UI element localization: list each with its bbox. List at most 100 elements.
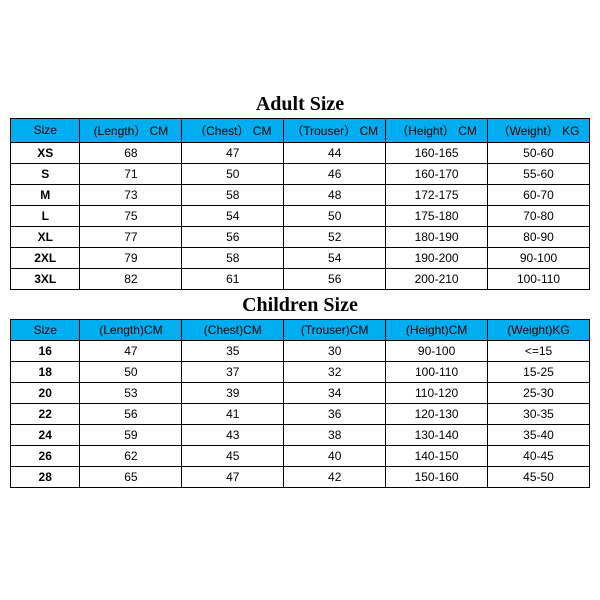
value-cell: 34	[284, 382, 386, 403]
col-header: Size	[11, 118, 80, 142]
value-cell: 160-170	[386, 163, 488, 184]
value-cell: 47	[182, 466, 284, 487]
value-cell: 15-25	[488, 361, 590, 382]
col-header: （Chest） CM	[182, 118, 284, 142]
value-cell: 100-110	[386, 361, 488, 382]
value-cell: 79	[80, 247, 182, 268]
value-cell: 100-110	[488, 268, 590, 289]
value-cell: 54	[284, 247, 386, 268]
value-cell: 200-210	[386, 268, 488, 289]
value-cell: 43	[182, 424, 284, 445]
col-header: (Length） CM	[80, 118, 182, 142]
col-header: (Weight)KG	[488, 319, 590, 340]
value-cell: 54	[182, 205, 284, 226]
size-cell: S	[11, 163, 80, 184]
value-cell: 56	[182, 226, 284, 247]
value-cell: 80-90	[488, 226, 590, 247]
value-cell: 35	[182, 340, 284, 361]
value-cell: <=15	[488, 340, 590, 361]
value-cell: 40-45	[488, 445, 590, 466]
value-cell: 32	[284, 361, 386, 382]
col-header: (Trouser)CM	[284, 319, 386, 340]
value-cell: 25-30	[488, 382, 590, 403]
table-row: 28654742150-16045-50	[11, 466, 590, 487]
value-cell: 35-40	[488, 424, 590, 445]
value-cell: 50	[284, 205, 386, 226]
size-cell: 3XL	[11, 268, 80, 289]
size-cell: 16	[11, 340, 80, 361]
value-cell: 30	[284, 340, 386, 361]
value-cell: 30-35	[488, 403, 590, 424]
table-row: 20533934110-12025-30	[11, 382, 590, 403]
size-cell: XL	[11, 226, 80, 247]
value-cell: 61	[182, 268, 284, 289]
value-cell: 46	[284, 163, 386, 184]
table-row: 1647353090-100<=15	[11, 340, 590, 361]
size-cell: M	[11, 184, 80, 205]
value-cell: 70-80	[488, 205, 590, 226]
value-cell: 180-190	[386, 226, 488, 247]
size-cell: 2XL	[11, 247, 80, 268]
table-row: XS684744160-16550-60	[11, 142, 590, 163]
value-cell: 50	[182, 163, 284, 184]
value-cell: 38	[284, 424, 386, 445]
table-header-row: Size (Length)CM (Chest)CM (Trouser)CM (H…	[11, 319, 590, 340]
value-cell: 37	[182, 361, 284, 382]
col-header: Size	[11, 319, 80, 340]
table-row: 24594338130-14035-40	[11, 424, 590, 445]
value-cell: 50-60	[488, 142, 590, 163]
value-cell: 90-100	[488, 247, 590, 268]
adult-tbody: XS684744160-16550-60S715046160-17055-60M…	[11, 142, 590, 289]
table-row: L755450175-18070-80	[11, 205, 590, 226]
size-cell: 24	[11, 424, 80, 445]
size-chart: Adult Size Size (Length） CM （Chest） CM （…	[0, 83, 600, 518]
value-cell: 45	[182, 445, 284, 466]
size-cell: 20	[11, 382, 80, 403]
size-cell: 26	[11, 445, 80, 466]
table-header-row: Size (Length） CM （Chest） CM （Trouser） CM…	[11, 118, 590, 142]
table-row: M735848172-17560-70	[11, 184, 590, 205]
value-cell: 36	[284, 403, 386, 424]
col-header: （Weight） KG	[488, 118, 590, 142]
value-cell: 77	[80, 226, 182, 247]
value-cell: 75	[80, 205, 182, 226]
size-cell: XS	[11, 142, 80, 163]
col-header: （Height） CM	[386, 118, 488, 142]
value-cell: 40	[284, 445, 386, 466]
value-cell: 175-180	[386, 205, 488, 226]
col-header: (Chest)CM	[182, 319, 284, 340]
value-cell: 56	[80, 403, 182, 424]
value-cell: 48	[284, 184, 386, 205]
value-cell: 42	[284, 466, 386, 487]
value-cell: 44	[284, 142, 386, 163]
value-cell: 160-165	[386, 142, 488, 163]
value-cell: 140-150	[386, 445, 488, 466]
table-row: S715046160-17055-60	[11, 163, 590, 184]
value-cell: 130-140	[386, 424, 488, 445]
value-cell: 90-100	[386, 340, 488, 361]
value-cell: 120-130	[386, 403, 488, 424]
value-cell: 62	[80, 445, 182, 466]
children-title: Children Size	[10, 294, 590, 317]
col-header: （Trouser） CM	[284, 118, 386, 142]
value-cell: 39	[182, 382, 284, 403]
table-row: XL775652180-19080-90	[11, 226, 590, 247]
size-cell: 22	[11, 403, 80, 424]
value-cell: 59	[80, 424, 182, 445]
table-row: 18503732100-11015-25	[11, 361, 590, 382]
value-cell: 53	[80, 382, 182, 403]
children-tbody: 1647353090-100<=1518503732100-11015-2520…	[11, 340, 590, 487]
size-cell: 28	[11, 466, 80, 487]
table-row: 22564136120-13030-35	[11, 403, 590, 424]
children-table: Size (Length)CM (Chest)CM (Trouser)CM (H…	[10, 319, 590, 488]
adult-table: Size (Length） CM （Chest） CM （Trouser） CM…	[10, 118, 590, 290]
col-header: (Length)CM	[80, 319, 182, 340]
table-row: 3XL826156200-210100-110	[11, 268, 590, 289]
value-cell: 56	[284, 268, 386, 289]
value-cell: 58	[182, 184, 284, 205]
value-cell: 65	[80, 466, 182, 487]
value-cell: 60-70	[488, 184, 590, 205]
size-cell: L	[11, 205, 80, 226]
value-cell: 73	[80, 184, 182, 205]
value-cell: 71	[80, 163, 182, 184]
